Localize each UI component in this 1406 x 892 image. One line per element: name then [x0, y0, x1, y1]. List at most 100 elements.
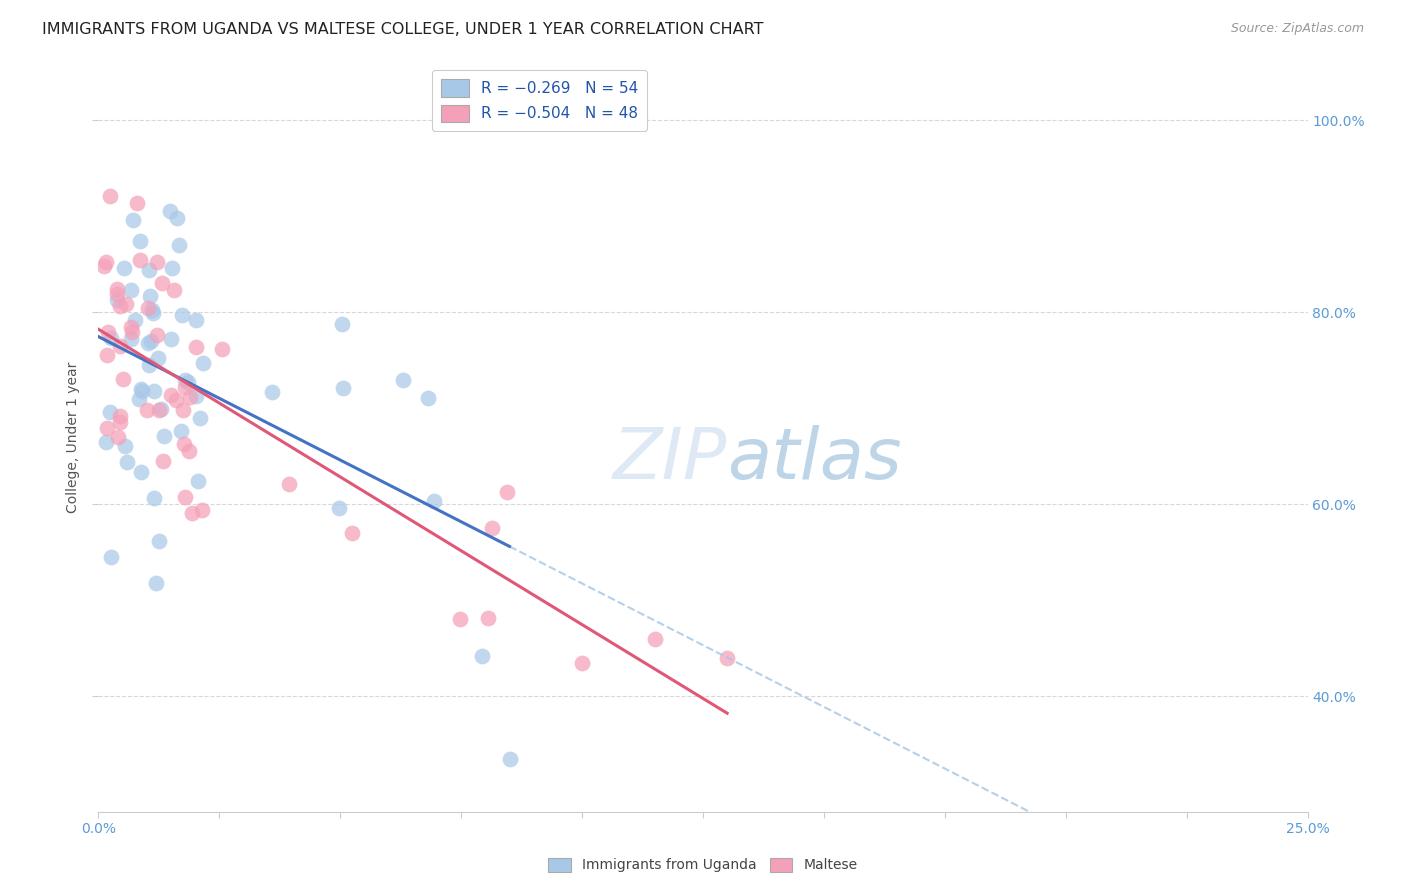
- Point: [138, 263, 160, 277]
- Point: [96, 421, 118, 435]
- Point: [96, 348, 118, 362]
- Point: [146, 327, 169, 342]
- Point: [423, 493, 446, 508]
- Point: [129, 234, 152, 248]
- Point: [100, 331, 122, 345]
- Point: [169, 238, 191, 252]
- Point: [181, 506, 204, 520]
- Legend: Immigrants from Uganda, Maltese: Immigrants from Uganda, Maltese: [543, 852, 863, 878]
- Point: [105, 293, 128, 307]
- Point: [165, 392, 187, 407]
- Point: [129, 382, 152, 396]
- Point: [120, 332, 142, 346]
- Point: [187, 475, 209, 489]
- Point: [94, 435, 117, 450]
- Point: [392, 373, 415, 387]
- Point: [644, 632, 666, 646]
- Point: [145, 576, 167, 591]
- Point: [211, 342, 233, 356]
- Point: [159, 203, 181, 218]
- Point: [260, 385, 283, 400]
- Point: [184, 389, 207, 403]
- Point: [184, 312, 207, 326]
- Point: [143, 491, 166, 506]
- Point: [108, 339, 131, 353]
- Point: [342, 525, 364, 540]
- Point: [449, 612, 471, 626]
- Point: [129, 252, 152, 267]
- Point: [179, 390, 201, 404]
- Point: [139, 289, 162, 303]
- Text: IMMIGRANTS FROM UGANDA VS MALTESE COLLEGE, UNDER 1 YEAR CORRELATION CHART: IMMIGRANTS FROM UGANDA VS MALTESE COLLEG…: [42, 22, 763, 37]
- Point: [120, 319, 142, 334]
- Point: [93, 259, 115, 273]
- Point: [120, 283, 142, 297]
- Point: [162, 260, 184, 275]
- Point: [110, 299, 132, 313]
- Point: [498, 752, 520, 766]
- Point: [124, 312, 146, 326]
- Point: [136, 301, 159, 315]
- Point: [115, 455, 138, 469]
- Point: [152, 454, 174, 468]
- Point: [129, 465, 152, 479]
- Point: [471, 648, 494, 663]
- Point: [136, 336, 159, 351]
- Point: [184, 340, 207, 354]
- Point: [105, 287, 128, 301]
- Point: [142, 305, 165, 319]
- Point: [100, 550, 122, 565]
- Point: [278, 476, 301, 491]
- Point: [177, 375, 200, 389]
- Point: [496, 485, 519, 500]
- Point: [115, 296, 138, 310]
- Point: [146, 351, 169, 365]
- Point: [172, 308, 194, 322]
- Point: [332, 381, 354, 395]
- Point: [145, 255, 167, 269]
- Point: [131, 384, 153, 398]
- Point: [163, 283, 186, 297]
- Point: [110, 416, 132, 430]
- Point: [128, 392, 150, 407]
- Point: [143, 384, 166, 398]
- Point: [107, 430, 129, 444]
- Point: [114, 439, 136, 453]
- Point: [159, 388, 181, 402]
- Point: [173, 437, 195, 451]
- Legend: R = −0.269   N = 54, R = −0.504   N = 48: R = −0.269 N = 54, R = −0.504 N = 48: [432, 70, 647, 131]
- Point: [138, 358, 160, 372]
- Point: [174, 373, 197, 387]
- Point: [150, 276, 173, 290]
- Point: [125, 195, 148, 210]
- Text: atlas: atlas: [727, 425, 901, 494]
- Point: [166, 211, 188, 226]
- Point: [191, 356, 214, 370]
- Point: [188, 410, 211, 425]
- Point: [150, 402, 173, 417]
- Point: [112, 372, 135, 386]
- Point: [148, 533, 170, 548]
- Point: [160, 332, 183, 346]
- Point: [94, 255, 117, 269]
- Point: [153, 428, 176, 442]
- Point: [571, 656, 593, 670]
- Point: [121, 212, 143, 227]
- Point: [135, 402, 157, 417]
- Point: [477, 611, 499, 625]
- Point: [97, 325, 120, 339]
- Point: [330, 317, 353, 331]
- Point: [139, 334, 162, 348]
- Point: [179, 443, 201, 458]
- Point: [416, 391, 439, 405]
- Point: [98, 189, 121, 203]
- Point: [98, 404, 121, 418]
- Point: [328, 500, 350, 515]
- Point: [121, 326, 143, 340]
- Text: ZIP: ZIP: [613, 425, 727, 494]
- Point: [141, 303, 163, 318]
- Point: [105, 282, 128, 296]
- Text: Source: ZipAtlas.com: Source: ZipAtlas.com: [1230, 22, 1364, 36]
- Point: [110, 409, 132, 423]
- Point: [112, 261, 135, 276]
